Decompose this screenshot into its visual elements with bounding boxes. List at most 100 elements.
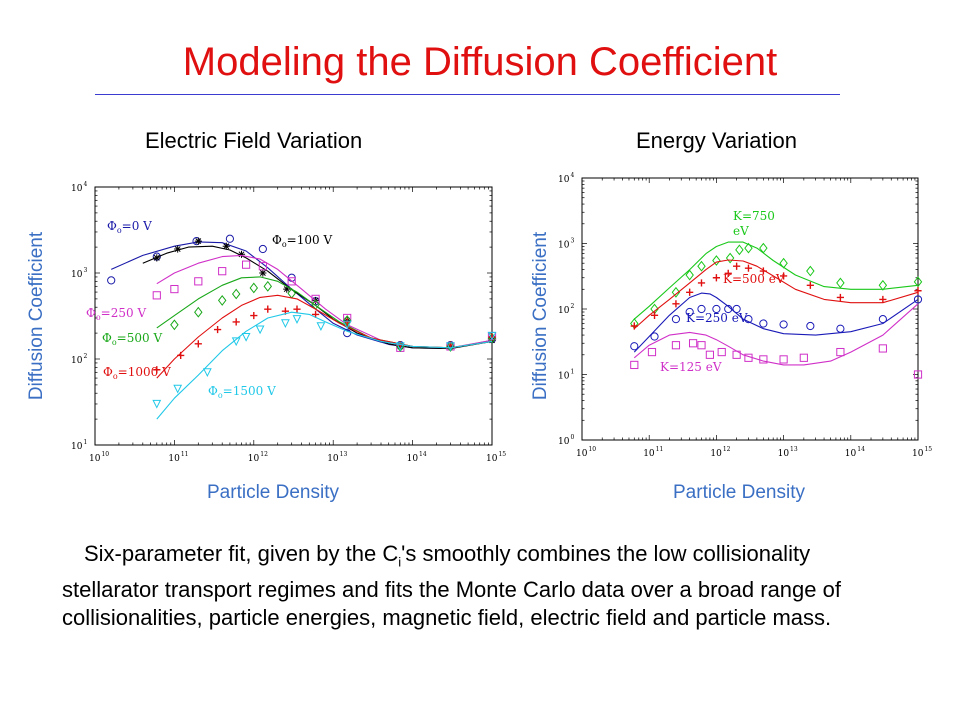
data-point	[806, 265, 815, 277]
page-title: Modeling the Diffusion Coefficient	[182, 40, 778, 84]
data-point	[487, 331, 497, 341]
data-point	[744, 242, 753, 254]
data-point	[836, 324, 845, 333]
data-point	[735, 244, 744, 256]
series-label: Φo=1000 V	[103, 365, 171, 381]
data-point	[780, 272, 788, 280]
data-point	[759, 242, 768, 254]
data-point	[152, 399, 162, 409]
y-tick-label: 104	[71, 181, 87, 194]
data-point	[170, 284, 179, 294]
fit-line	[633, 303, 919, 366]
title-divider	[95, 94, 840, 95]
data-point	[263, 280, 273, 292]
data-point	[264, 305, 272, 313]
data-point	[725, 252, 735, 264]
data-point	[671, 315, 681, 324]
series-5	[152, 311, 497, 420]
data-point	[225, 234, 234, 243]
data-point	[170, 319, 179, 331]
data-point	[250, 311, 258, 320]
data-point	[259, 269, 267, 277]
data-point	[218, 267, 227, 276]
data-point	[213, 325, 222, 334]
data-point	[879, 295, 887, 304]
fit-line	[142, 245, 493, 350]
data-point	[630, 342, 639, 351]
data-point	[630, 322, 638, 330]
series-label: Φo=250 V	[86, 306, 146, 322]
y-tick-label: 104	[558, 172, 574, 185]
data-point	[249, 282, 259, 294]
fit-line	[156, 254, 493, 349]
data-point	[779, 257, 788, 269]
data-point	[343, 318, 351, 326]
data-point	[650, 311, 659, 319]
data-point	[232, 318, 240, 326]
x-tick-label: 1012	[710, 446, 730, 459]
y-tick-label: 101	[71, 439, 87, 452]
data-point	[194, 237, 202, 245]
data-point	[194, 277, 203, 286]
data-point	[237, 250, 246, 258]
axis-ticks	[94, 187, 492, 446]
data-point	[287, 277, 296, 286]
data-point	[744, 353, 753, 362]
axis-ticks	[581, 178, 918, 441]
data-point	[174, 245, 182, 253]
y-tick-label: 102	[71, 353, 87, 366]
data-point	[688, 339, 698, 348]
data-point	[836, 293, 844, 302]
data-point	[283, 285, 291, 293]
data-point	[779, 320, 788, 329]
data-point	[231, 337, 241, 347]
data-point	[342, 320, 352, 330]
data-point	[153, 366, 161, 374]
x-tick-label: 1011	[643, 446, 663, 459]
x-tick-label: 1013	[778, 446, 798, 459]
data-point	[153, 254, 161, 262]
x-tick-label: 1010	[89, 451, 109, 464]
data-point	[194, 340, 202, 348]
data-point	[913, 276, 923, 288]
series-1	[142, 237, 496, 351]
data-point	[173, 384, 183, 394]
data-point	[913, 370, 923, 379]
data-point	[697, 304, 706, 314]
data-point	[671, 286, 681, 298]
series-2	[152, 254, 497, 352]
data-point	[672, 300, 680, 308]
series-1	[630, 259, 922, 330]
data-point	[733, 262, 741, 270]
data-point	[446, 342, 455, 352]
data-point	[231, 288, 241, 300]
data-point	[913, 295, 923, 304]
y-tick-label: 103	[558, 238, 574, 251]
x-tick-label: 1010	[576, 446, 596, 459]
data-point	[759, 319, 768, 328]
data-point	[836, 347, 845, 357]
x-tick-label: 1012	[248, 451, 268, 464]
data-point	[686, 288, 694, 296]
data-point	[152, 291, 161, 300]
y-tick-label: 100	[558, 434, 574, 447]
fit-line	[633, 292, 919, 353]
plot-frame	[94, 186, 493, 446]
fit-line	[156, 311, 493, 420]
x-tick-label: 1014	[845, 446, 865, 459]
fit-line	[633, 259, 919, 330]
y-tick-label: 101	[558, 369, 574, 382]
data-point	[685, 307, 694, 317]
fit-line	[633, 241, 919, 320]
data-point	[744, 264, 753, 272]
data-point	[647, 347, 657, 357]
data-point	[343, 329, 352, 338]
data-point	[914, 287, 922, 295]
data-point	[724, 269, 732, 277]
data-point	[697, 279, 706, 287]
data-point	[630, 360, 639, 370]
data-point	[759, 355, 768, 364]
data-point	[712, 255, 721, 266]
data-point	[878, 279, 888, 291]
x-tick-label: 1013	[327, 451, 347, 464]
